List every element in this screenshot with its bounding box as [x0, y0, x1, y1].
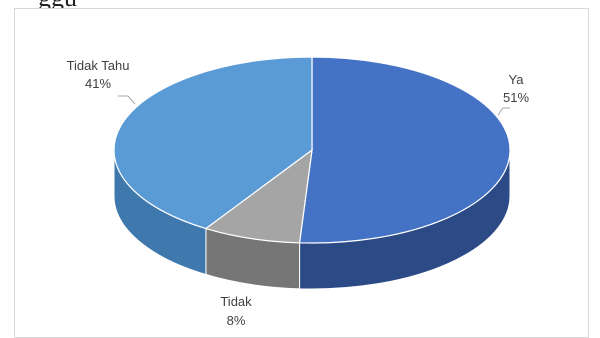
pie-slice-ya [298, 56, 511, 244]
label-ya-percent: 51% [503, 90, 529, 105]
label-tidak-percent: 8% [227, 313, 246, 328]
pie-labels: Ya 51% Tidak Tahu 41% Tidak 8% [67, 58, 530, 328]
pie-slice-tidak-tahu [113, 56, 313, 230]
label-tidak-name: Tidak [220, 294, 252, 309]
pie-tops [113, 56, 511, 244]
page: ggu Ya 51% Tidak Tahu 41% Tidak 8% [14, 0, 589, 338]
pie-chart: Ya 51% Tidak Tahu 41% Tidak 8% [67, 56, 530, 328]
label-ya-name: Ya [509, 72, 525, 87]
leader-line-tidak-tahu [118, 95, 136, 105]
label-tidak-tahu-percent: 41% [85, 76, 111, 91]
leader-line-ya [497, 107, 510, 116]
label-tidak-tahu-name: Tidak Tahu [67, 58, 130, 73]
pie-slice-tidak [204, 148, 313, 244]
